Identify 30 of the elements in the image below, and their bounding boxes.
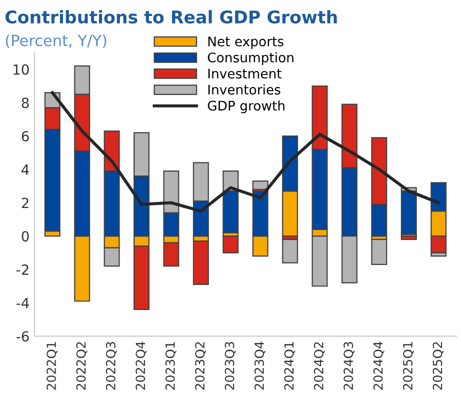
- y-tick-label: -2: [16, 264, 28, 275]
- x-tick-label: 2025Q2: [432, 342, 444, 390]
- legend-label: GDP growth: [208, 100, 284, 114]
- x-tick-label: 2022Q3: [106, 342, 117, 390]
- x-tick-label: 2023Q2: [195, 342, 206, 390]
- y-tick-label: 0: [22, 231, 29, 242]
- x-tick-label: 2023Q3: [224, 342, 236, 390]
- x-tick-label: 2022Q2: [76, 342, 88, 390]
- y-tick-label: 4: [22, 164, 29, 175]
- y-tick-label: 10: [14, 64, 29, 75]
- legend-label: Consumption: [208, 52, 294, 66]
- x-tick-label: 2022Q1: [46, 342, 58, 390]
- y-tick-label: -6: [16, 331, 29, 342]
- x-tick-label: 2024Q3: [344, 342, 355, 390]
- chart-title: Contributions to Real GDP Growth: [5, 10, 337, 24]
- x-tick-label: 2023Q4: [254, 342, 266, 390]
- legend-label: Investment: [208, 68, 282, 79]
- legend-label: Inventories: [208, 84, 280, 95]
- x-tick-label: 2025Q1: [403, 342, 414, 390]
- y-tick-label: 6: [22, 131, 29, 142]
- y-tick-label: 2: [22, 198, 28, 208]
- x-tick-label: 2022Q4: [136, 342, 147, 390]
- y-tick-label: -4: [16, 298, 29, 308]
- legend-label: Net exports: [208, 36, 284, 49]
- x-tick-label: 2024Q2: [314, 342, 325, 390]
- x-tick-label: 2023Q1: [165, 342, 176, 390]
- y-tick-label: 8: [22, 98, 29, 108]
- x-tick-label: 2024Q4: [373, 342, 384, 390]
- chart-subtitle: (Percent, Y/Y): [6, 34, 106, 48]
- x-tick-label: 2024Q1: [284, 342, 296, 390]
